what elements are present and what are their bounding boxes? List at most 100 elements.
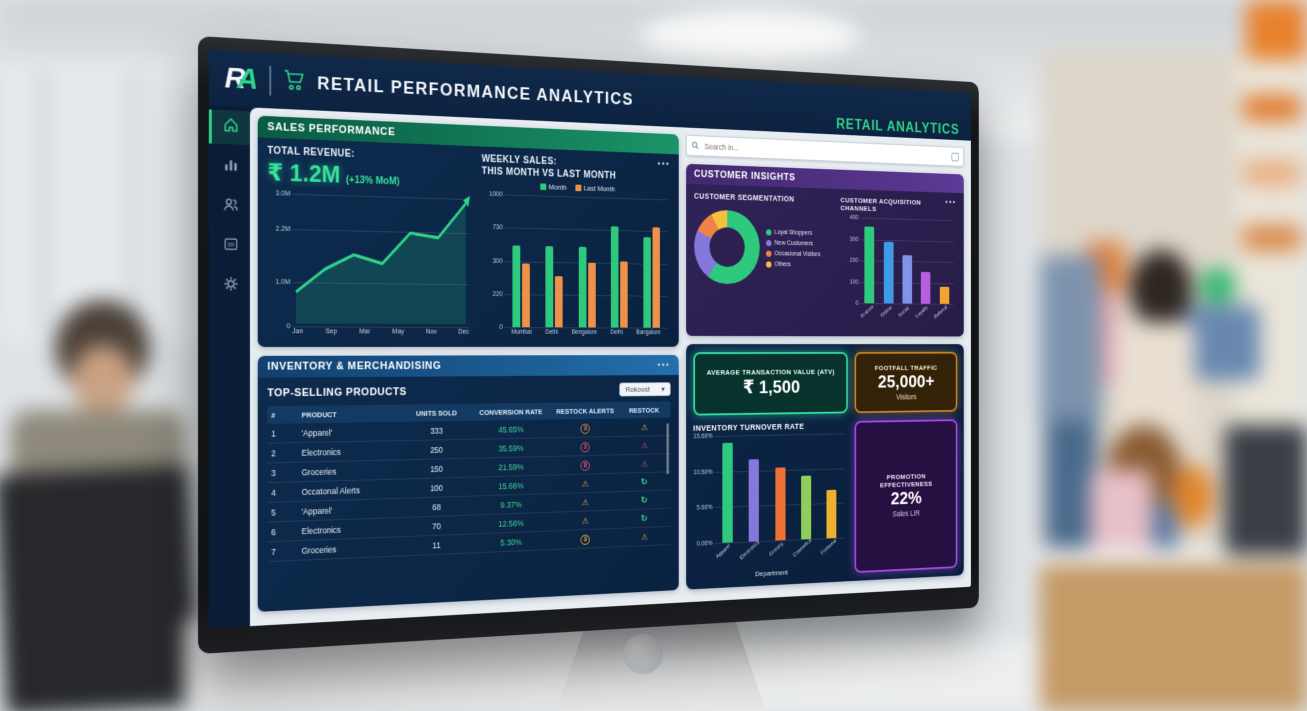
bar-chart-icon xyxy=(223,156,240,178)
alert-badge-icon: 3 xyxy=(580,441,590,452)
bar xyxy=(588,262,596,328)
y-axis-tick: 400 xyxy=(849,214,859,221)
total-revenue-delta: (+13% MoM) xyxy=(345,174,400,188)
x-axis-labels: Mumbai Delhi Bengalore Delhi Bangalore xyxy=(504,329,667,340)
warning-icon: ⚠ xyxy=(640,440,648,450)
bar xyxy=(775,467,786,541)
customer-panel-title: CUSTOMER INSIGHTS xyxy=(693,168,796,184)
promotion-label: PROMOTION EFFECTIVENESS xyxy=(879,472,933,490)
x-tick-label: Sep xyxy=(325,328,338,336)
cell-product: Occatonal Alerts xyxy=(301,484,360,497)
sidebar-item-home[interactable] xyxy=(208,109,250,146)
bar-groups xyxy=(504,194,667,328)
bars xyxy=(860,218,954,304)
legend-item: Occasional Visitors xyxy=(765,250,820,257)
cell-restock: ↻ xyxy=(618,513,671,524)
bar xyxy=(748,459,760,542)
y-axis-tick: 0 xyxy=(286,322,291,330)
bar-group xyxy=(611,198,628,328)
x-tick-label: Social xyxy=(897,305,911,319)
turnover-bar-chart: 15.60% 10.50% 5.60% 0.00% Apparel Electronics… xyxy=(693,432,847,561)
sales-panel-body: ••• TOTAL REVENUE: ₹ 1.2M (+13% MoM) 3 xyxy=(257,137,679,347)
refresh-icon: ↻ xyxy=(640,495,648,506)
bar xyxy=(611,226,619,328)
logo-letter-a: A xyxy=(236,62,259,96)
table-scrollbar[interactable] xyxy=(666,423,669,475)
bar xyxy=(522,263,530,328)
cell-rank: 4 xyxy=(271,487,276,498)
search-shortcut-icon xyxy=(951,152,959,162)
svg-text:SR: SR xyxy=(228,243,235,249)
revenue-plot: 3.0M 2.2M 1.0M 0 xyxy=(275,190,473,330)
footfall-card: FOOTFALL TRAFFIC 25,000+ Visitors xyxy=(854,351,958,414)
cell-restock: ⚠ xyxy=(618,531,671,542)
sales-menu-icon[interactable]: ••• xyxy=(657,159,671,169)
y-axis-tick: 200 xyxy=(849,257,859,264)
cell-conversion: 21.59% xyxy=(498,461,524,472)
cell-alert: ⚠ xyxy=(552,478,617,489)
x-tick-label: Jan xyxy=(292,328,304,336)
stand-knob xyxy=(623,634,663,674)
y-axis-tick: 5.60% xyxy=(696,504,713,512)
customer-panel-body: ••• CUSTOMER SEGMENTATION Loyal Shoppers… xyxy=(685,183,964,337)
promotion-value: 22% xyxy=(890,487,922,509)
right-column: CUSTOMER INSIGHTS ••• CUSTOMER SEGMENTAT… xyxy=(685,134,964,590)
weekly-plot: 1000 730 300 220 0 xyxy=(489,191,668,330)
app-body: SR SALES PERFORMANCE xyxy=(208,106,971,629)
cell-units: 11 xyxy=(432,539,441,550)
refresh-icon: ↻ xyxy=(640,476,648,488)
x-tick-label: Referral xyxy=(933,304,949,321)
y-axis-tick: 0.00% xyxy=(696,540,713,548)
sidebar-item-customers[interactable] xyxy=(209,189,250,224)
search-bar[interactable] xyxy=(685,134,964,167)
legend-item: Month xyxy=(540,182,567,192)
y-axis-tick: 10.50% xyxy=(693,468,713,476)
cell-alert: ⚠ xyxy=(552,515,617,527)
bar xyxy=(801,475,812,540)
column-header: RESTOCK ALERTS xyxy=(556,406,615,416)
sidebar-item-reports[interactable]: SR xyxy=(209,229,250,264)
acquisition-title: CUSTOMER ACQUISITION CHANNELS xyxy=(840,196,922,213)
sales-panel-title: SALES PERFORMANCE xyxy=(267,121,396,139)
cell-alert: ⚠ xyxy=(552,496,617,507)
x-axis-labels: Apparel Electronics Grocery Cosmetics Footwe… xyxy=(714,538,844,563)
cell-units: 250 xyxy=(430,444,443,455)
cell-alert: 3 xyxy=(552,422,617,434)
search-input[interactable] xyxy=(702,140,948,162)
column-header: UNITS SOLD xyxy=(415,408,457,418)
sidebar-item-analytics[interactable] xyxy=(209,149,250,184)
y-axis-tick: 730 xyxy=(492,224,503,231)
legend-swatch xyxy=(540,183,547,191)
cell-product: Electronics xyxy=(301,446,341,458)
kpi-panel: AVERAGE TRANSACTION VALUE (ATV) ₹ 1,500 … xyxy=(685,344,964,590)
legend-swatch xyxy=(765,260,772,268)
sidebar-item-settings[interactable] xyxy=(209,269,250,303)
bar xyxy=(578,246,587,328)
bar xyxy=(826,489,837,539)
sidebar: SR xyxy=(208,106,250,629)
cell-alert: 3 xyxy=(552,532,617,546)
bar xyxy=(722,443,733,543)
customer-menu-icon[interactable]: ••• xyxy=(945,197,957,207)
cell-rank: 7 xyxy=(271,546,276,557)
refresh-icon: ↻ xyxy=(640,513,648,524)
alert-badge-icon: 8 xyxy=(580,460,590,471)
search-icon xyxy=(692,137,699,154)
bar xyxy=(921,272,931,304)
dashboard-sheet: SALES PERFORMANCE ••• TOTAL REVENUE: ₹ 1… xyxy=(249,107,971,627)
x-tick-label: Online xyxy=(880,305,894,319)
x-tick-label: Delhi xyxy=(545,329,559,336)
cell-rank: 6 xyxy=(271,526,276,537)
y-axis-tick: 2.2M xyxy=(275,225,291,233)
bar xyxy=(512,245,521,328)
column-header: PRODUCT xyxy=(301,409,337,419)
inventory-menu-icon[interactable]: ••• xyxy=(657,360,671,370)
y-axis-tick: 3.0M xyxy=(275,189,291,198)
products-filter-dropdown[interactable]: Rokoost ▾ xyxy=(619,382,671,397)
y-axis-tick: 100 xyxy=(849,278,859,285)
x-tick-label: Grocery xyxy=(768,541,785,558)
acquisition-bar-chart: 400 300 200 100 0 In-store Online Social Loyalty… xyxy=(840,214,956,320)
bar-plot: 15.60% 10.50% 5.60% 0.00% xyxy=(693,433,845,547)
